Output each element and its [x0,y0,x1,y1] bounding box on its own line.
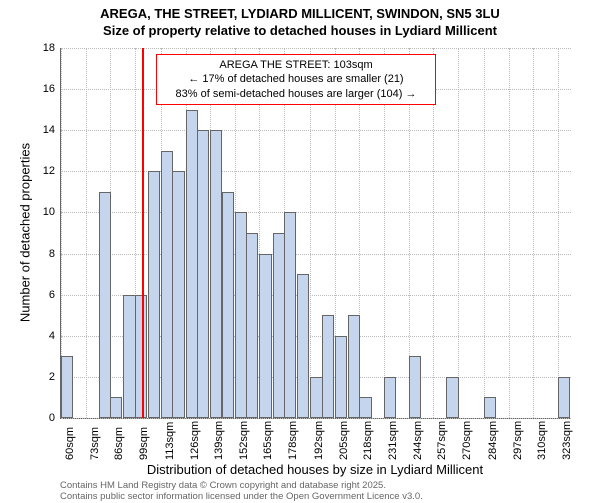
histogram-bar [246,233,258,418]
gridline-h [61,130,571,131]
histogram-bar [284,212,296,418]
gridline-h [61,418,571,419]
histogram-bar [558,377,570,418]
x-tick-label: 270sqm [461,421,473,460]
gridline-h [61,171,571,172]
gridline-v [86,48,87,418]
x-tick-label: 73sqm [89,427,101,460]
chart-title-line2: Size of property relative to detached ho… [0,23,600,40]
histogram-bar [110,397,122,418]
y-tick-label: 8 [25,248,55,260]
histogram-bar [409,356,421,418]
histogram-bar [484,397,496,418]
y-tick-label: 0 [25,412,55,424]
gridline-v [458,48,459,418]
gridline-h [61,212,571,213]
x-tick-label: 113sqm [164,422,176,460]
gridline-v [509,48,510,418]
annotation-box: AREGA THE STREET: 103sqm← 17% of detache… [156,54,436,105]
x-tick-label: 86sqm [113,427,125,460]
y-tick-label: 16 [25,83,55,95]
annotation-line1: AREGA THE STREET: 103sqm [163,58,429,72]
histogram-bar [259,254,271,418]
histogram-bar [359,397,371,418]
gridline-h [61,48,571,49]
x-tick-label: 165sqm [262,421,274,460]
histogram-bar [135,295,147,418]
x-tick-label: 192sqm [313,421,325,460]
x-tick-label: 231sqm [387,421,399,460]
credits-line2: Contains public sector information licen… [60,491,423,502]
plot-area: AREGA THE STREET: 103sqm← 17% of detache… [60,48,571,419]
x-tick-label: 152sqm [238,421,250,460]
histogram-bar [222,192,234,418]
y-tick-label: 2 [25,371,55,383]
x-tick-label: 60sqm [64,427,76,460]
x-tick-label: 244sqm [412,421,424,460]
chart-container: AREGA, THE STREET, LYDIARD MILLICENT, SW… [0,0,600,500]
gridline-v [533,48,534,418]
credits-line1: Contains HM Land Registry data © Crown c… [60,480,423,491]
histogram-bar [322,315,334,418]
y-tick-label: 4 [25,330,55,342]
y-axis-label: Number of detached properties [18,133,33,333]
y-tick-label: 14 [25,124,55,136]
histogram-bar [384,377,396,418]
histogram-bar [172,171,184,418]
gridline-h [61,254,571,255]
gridline-v [484,48,485,418]
x-tick-label: 205sqm [338,421,350,460]
histogram-bar [99,192,111,418]
histogram-bar [446,377,458,418]
x-axis-label: Distribution of detached houses by size … [60,462,570,477]
annotation-line2: ← 17% of detached houses are smaller (21… [163,72,429,86]
annotation-line3: 83% of semi-detached houses are larger (… [163,87,429,101]
x-tick-label: 310sqm [536,421,548,460]
chart-title-line1: AREGA, THE STREET, LYDIARD MILLICENT, SW… [0,0,600,23]
y-tick-label: 18 [25,42,55,54]
gridline-v [558,48,559,418]
x-tick-label: 126sqm [189,421,201,460]
x-tick-label: 139sqm [213,421,225,460]
x-tick-label: 218sqm [362,421,374,460]
x-tick-label: 178sqm [287,421,299,460]
reference-line [142,48,144,418]
y-tick-label: 10 [25,206,55,218]
y-tick-label: 6 [25,289,55,301]
x-tick-label: 99sqm [138,427,150,460]
histogram-bar [148,171,160,418]
x-tick-label: 284sqm [487,421,499,460]
x-tick-label: 297sqm [512,421,524,460]
x-tick-label: 257sqm [436,421,448,460]
histogram-bar [335,336,347,418]
histogram-bar [297,274,309,418]
y-tick-label: 12 [25,165,55,177]
histogram-bar [197,130,209,418]
histogram-bar [61,356,73,418]
x-tick-label: 323sqm [561,421,573,460]
